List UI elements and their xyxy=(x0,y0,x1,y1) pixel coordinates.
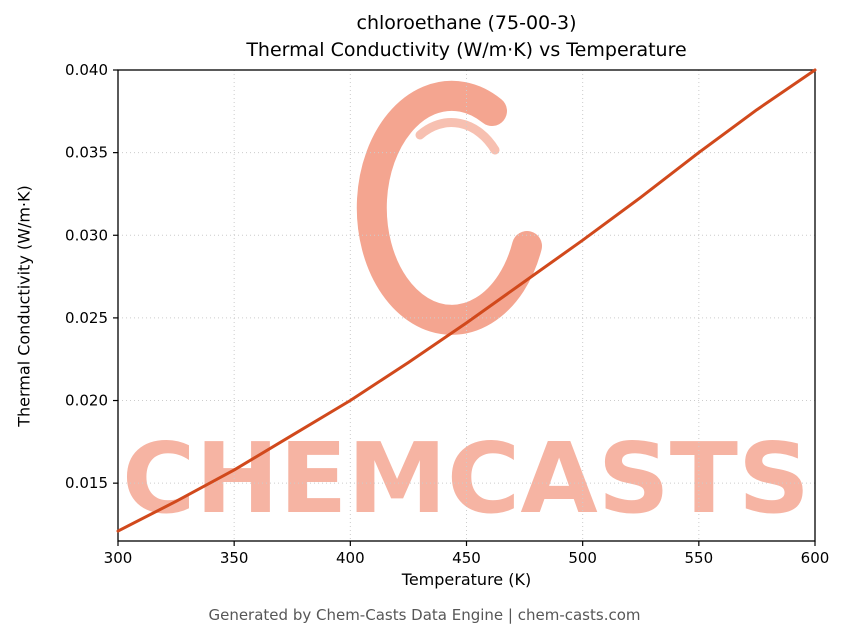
y-axis-label: Thermal Conductivity (W/m·K) xyxy=(14,185,34,427)
y-tick-label: 0.030 xyxy=(65,226,108,244)
x-tick-label: 600 xyxy=(801,549,830,567)
chart-title-line1: chloroethane (75-00-3) xyxy=(356,12,577,34)
x-tick-label: 500 xyxy=(568,549,597,567)
y-tick-label: 0.035 xyxy=(65,144,108,162)
y-tick-label: 0.015 xyxy=(65,474,108,492)
x-tick-label: 300 xyxy=(104,549,133,567)
watermark-logo-icon xyxy=(356,80,542,335)
x-tick-label: 450 xyxy=(452,549,481,567)
x-tick-label: 350 xyxy=(220,549,249,567)
y-tick-label: 0.040 xyxy=(65,61,108,79)
data-line xyxy=(116,68,817,533)
footer-attribution: Generated by Chem-Casts Data Engine | ch… xyxy=(208,606,641,624)
x-axis-label: Temperature (K) xyxy=(401,570,532,589)
x-tick-label: 400 xyxy=(336,549,365,567)
y-tick-label: 0.025 xyxy=(65,309,108,327)
watermark-logo-swirl-icon xyxy=(415,118,500,155)
chart-title-line2: Thermal Conductivity (W/m·K) vs Temperat… xyxy=(246,39,687,61)
x-tick-label: 550 xyxy=(685,549,714,567)
y-tick-label: 0.020 xyxy=(65,392,108,410)
